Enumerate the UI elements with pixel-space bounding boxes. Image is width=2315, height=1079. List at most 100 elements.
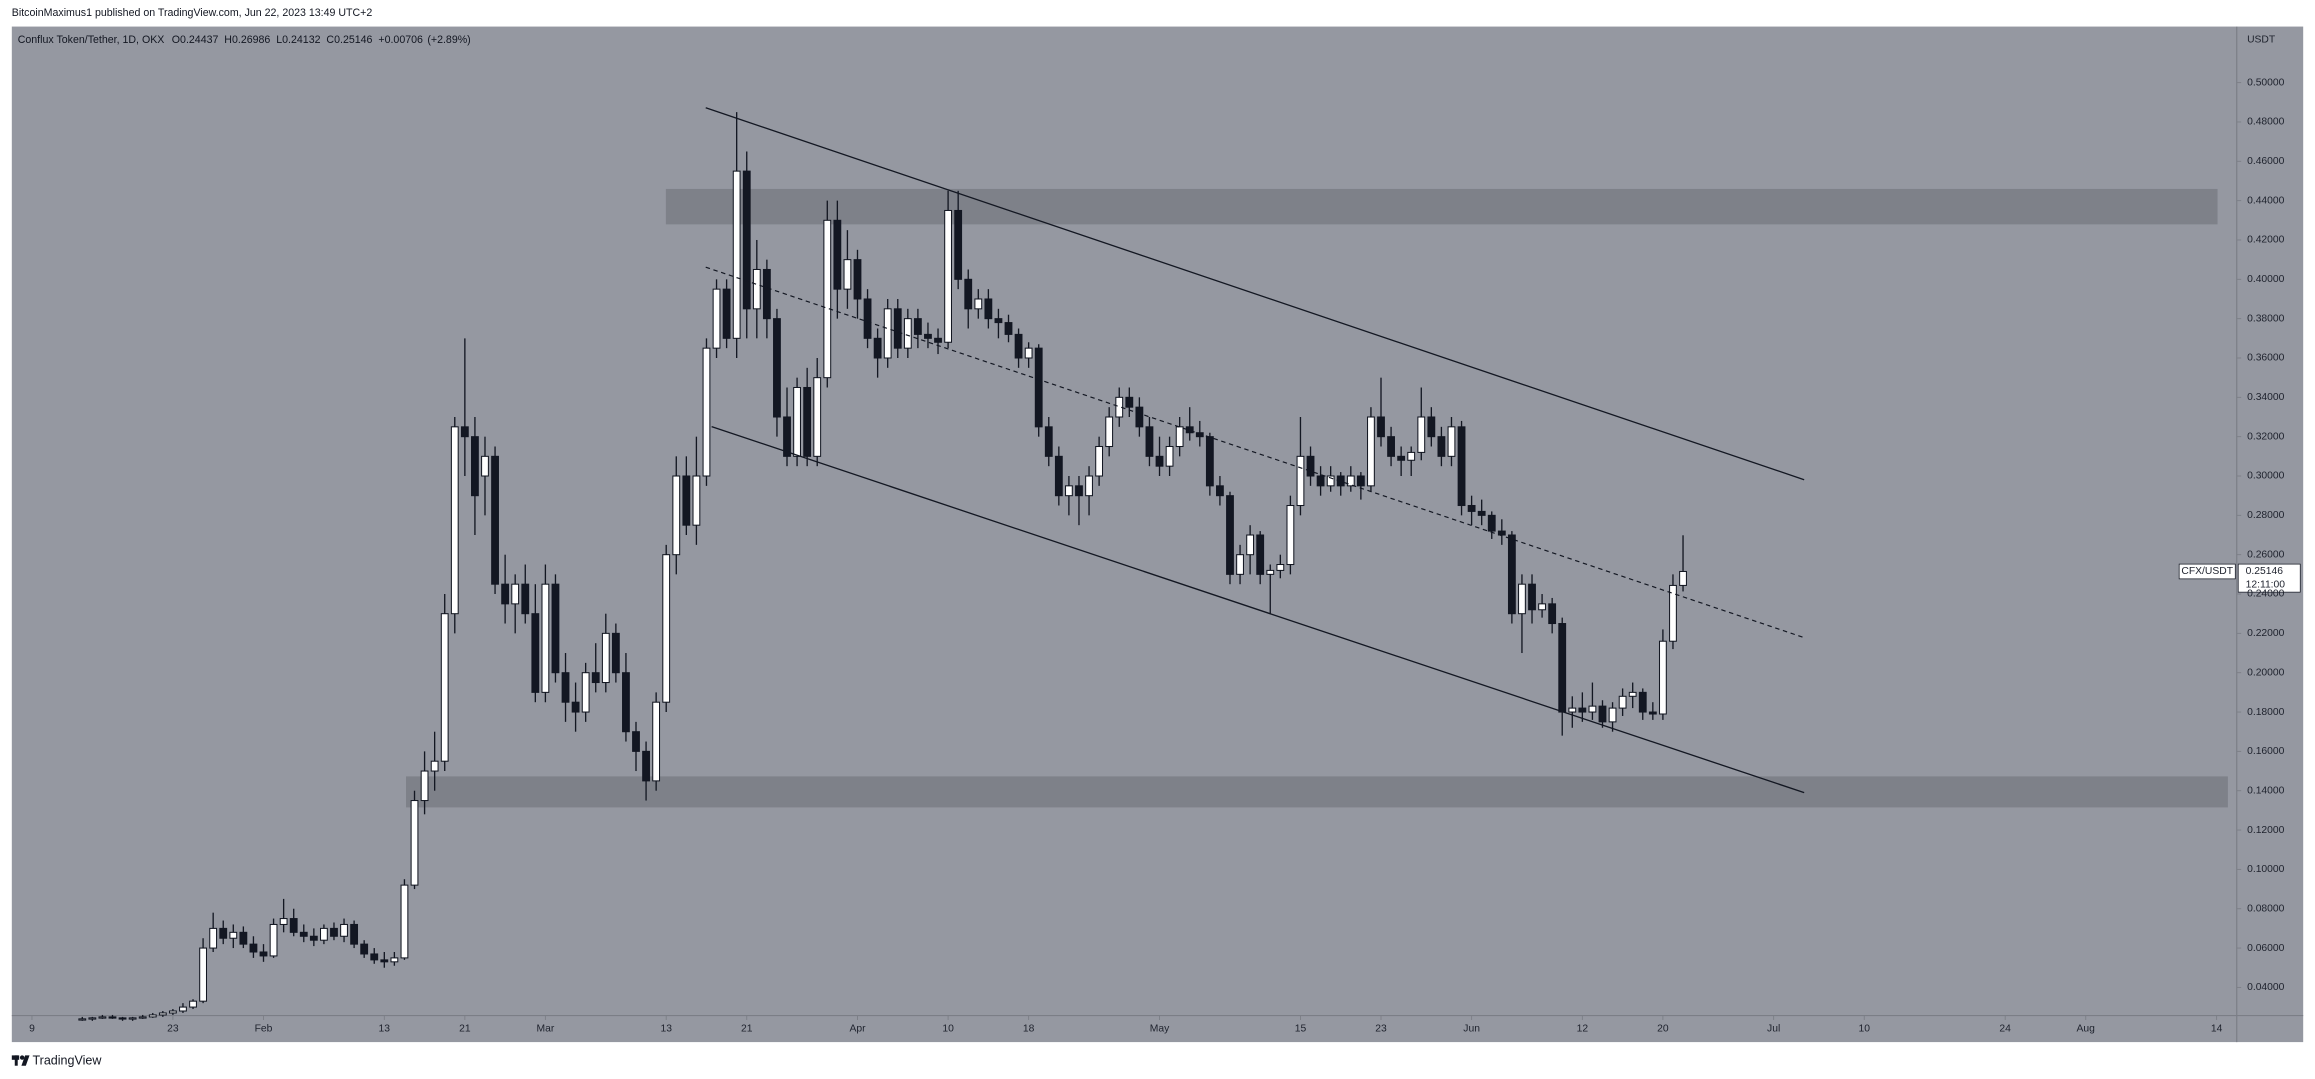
candle-body: [168, 1010, 177, 1014]
open-value: 0.24437: [180, 34, 218, 46]
candle-body: [1497, 530, 1506, 536]
candle-body: [299, 931, 308, 937]
candle-body: [913, 318, 922, 335]
candle-body: [561, 672, 570, 703]
candle-body: [1437, 436, 1446, 457]
candle-body: [390, 957, 399, 963]
candle-body: [78, 1018, 87, 1021]
candle-body: [803, 386, 812, 457]
candle-body: [360, 943, 369, 955]
candle-body: [1618, 695, 1627, 709]
y-tick-label: 0.50000: [2247, 77, 2285, 88]
candle-body: [551, 583, 560, 674]
x-tick-label: Apr: [849, 1024, 866, 1035]
countdown-text: 12:11:00: [2246, 580, 2286, 591]
candle-body: [1638, 691, 1647, 713]
candle-body: [732, 170, 741, 339]
candle-body: [1145, 426, 1154, 457]
candle-body: [289, 918, 298, 933]
candle-body: [199, 947, 208, 1002]
candle-body: [450, 426, 459, 615]
candle-body: [1024, 347, 1033, 359]
y-tick-label: 0.26000: [2247, 549, 2285, 560]
candle-body: [944, 209, 953, 343]
candle-body: [1266, 569, 1275, 575]
y-tick-label: 0.14000: [2247, 785, 2285, 796]
candle-body: [309, 935, 318, 941]
footer-brand: TradingView: [32, 1054, 102, 1068]
candle-body: [1679, 570, 1687, 586]
logo-stem: [14, 1055, 18, 1066]
x-tick-label: 20: [1657, 1024, 1669, 1035]
candle-body: [88, 1017, 97, 1020]
publisher-header: BitcoinMaximus1 published on TradingView…: [12, 7, 373, 19]
y-tick-label: 0.36000: [2247, 353, 2285, 364]
candle-body: [793, 386, 801, 457]
y-tick-label: 0.22000: [2247, 628, 2285, 639]
price-badge: [2237, 563, 2301, 593]
candle-body: [1246, 534, 1255, 556]
candle-body: [521, 583, 530, 615]
x-tick-label: 15: [1295, 1024, 1307, 1035]
candle-body: [843, 259, 852, 290]
x-tick-label: 23: [1375, 1024, 1387, 1035]
candle-body: [622, 672, 630, 733]
candle-body: [1518, 583, 1526, 615]
x-tick-label: 10: [1858, 1024, 1870, 1035]
candle-body: [1044, 426, 1053, 457]
resistance-zone: [665, 188, 2218, 225]
x-tick-label: May: [1150, 1024, 1170, 1035]
candle-body: [541, 583, 550, 693]
x-tick-label: 14: [2211, 1024, 2223, 1035]
x-tick-label: 13: [379, 1024, 391, 1035]
candle-body: [239, 931, 248, 945]
x-tick-label: 18: [1023, 1024, 1035, 1035]
candle-body: [964, 278, 973, 310]
candle-body: [1669, 584, 1677, 642]
logo-dot: [19, 1055, 25, 1060]
candle-body: [571, 701, 580, 713]
candle-body: [1296, 455, 1305, 507]
candle-body: [954, 209, 963, 280]
candle-body: [742, 170, 751, 310]
candle-body: [632, 731, 640, 752]
symbol-badge: [2178, 563, 2236, 580]
y-tick-label: 0.24000: [2247, 589, 2285, 600]
candle-body: [722, 288, 731, 339]
candle-body: [1286, 504, 1295, 566]
candle-body: [1165, 445, 1174, 467]
x-tick-label: 21: [459, 1024, 471, 1035]
candle-body: [1014, 333, 1023, 359]
y-tick-label: 0.48000: [2247, 117, 2285, 128]
candle-body: [591, 672, 600, 684]
candle-body: [1487, 514, 1496, 532]
candle-body: [471, 436, 479, 497]
candle-body: [863, 298, 872, 339]
x-tick-label: Feb: [255, 1024, 273, 1035]
y-tick-label: 0.16000: [2247, 746, 2285, 757]
candle-body: [1397, 455, 1406, 461]
candle-body: [773, 318, 781, 418]
candle-body: [330, 927, 338, 937]
tradingview-logo: [11, 1055, 30, 1066]
candle-body: [1205, 436, 1214, 487]
candle-body: [501, 583, 510, 605]
candle-body: [984, 298, 993, 320]
y-tick-label: 0.46000: [2247, 156, 2285, 167]
candle-body: [1256, 534, 1265, 575]
y-tick-label: 0.06000: [2247, 943, 2285, 954]
candle-body: [108, 1016, 117, 1019]
x-tick-label: Jul: [1767, 1024, 1780, 1035]
candle-body: [128, 1017, 137, 1020]
candle-body: [1105, 416, 1114, 448]
candle-body: [1346, 475, 1355, 487]
y-tick-label: 0.10000: [2247, 864, 2285, 875]
change-value: +0.00706: [378, 34, 423, 46]
candle-body: [1377, 416, 1385, 438]
candle-body: [1608, 707, 1617, 723]
candle-body: [1216, 485, 1224, 497]
last-price-label: CFX/USDT 0.25146 12:11:00: [2178, 563, 2301, 593]
open-label: O: [172, 34, 180, 46]
high-value: 0.26986: [232, 34, 270, 46]
candle-body: [752, 268, 761, 310]
